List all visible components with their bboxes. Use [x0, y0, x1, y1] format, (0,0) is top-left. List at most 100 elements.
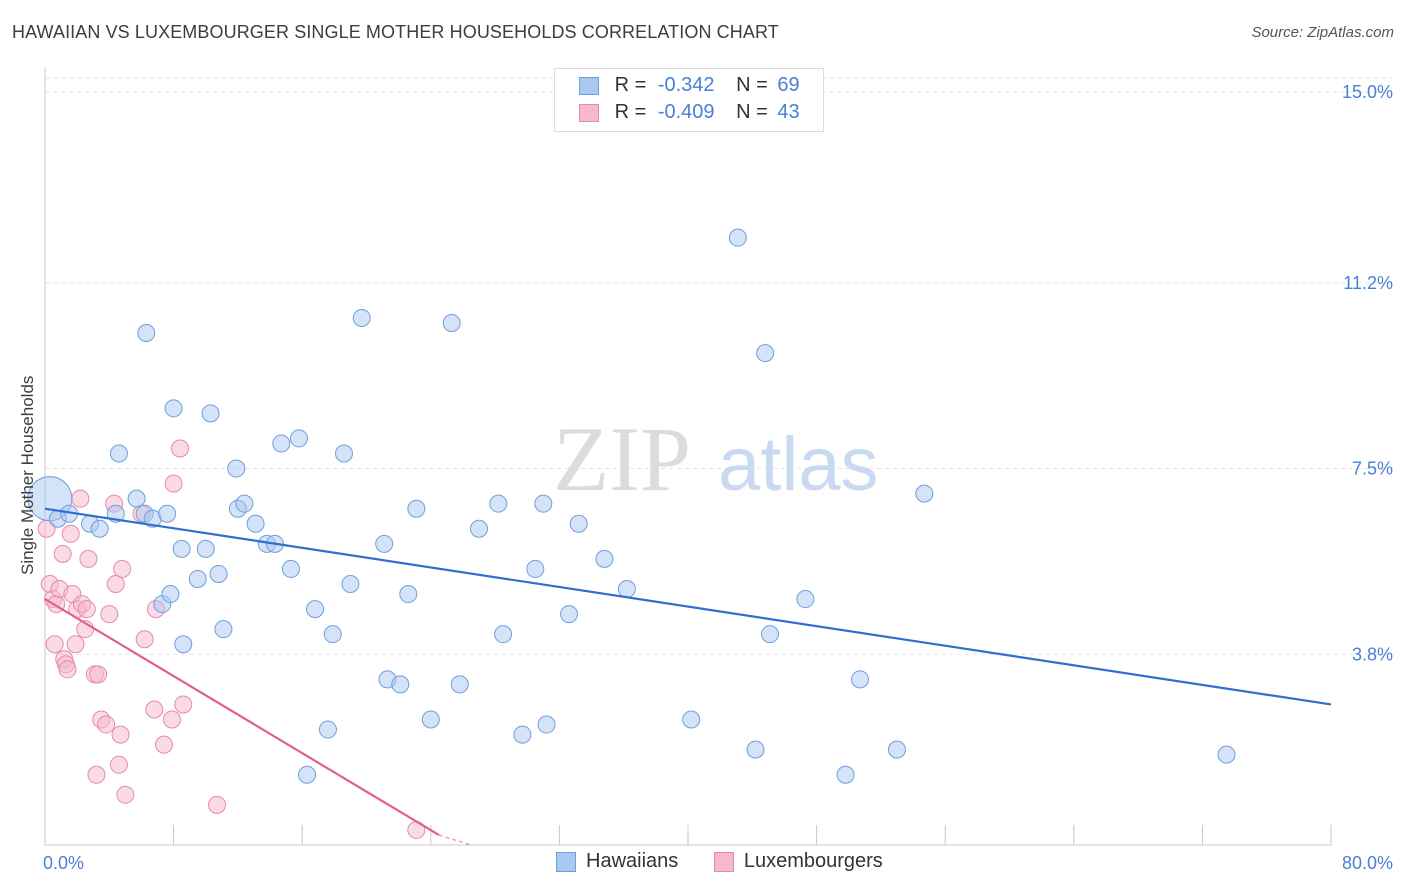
hawaiians-point: [306, 600, 325, 619]
trend-lines: [44, 507, 1332, 846]
hawaiians-point: [391, 675, 410, 694]
luxembourgers-point: [111, 725, 130, 744]
y-tick-label: 11.2%: [1343, 273, 1393, 293]
hawaiians-point: [375, 534, 394, 553]
watermark-zip: ZIP: [553, 408, 691, 510]
hawaiians-point: [235, 494, 254, 513]
legend-row-hawaiians: R = -0.342 N = 69: [579, 74, 800, 98]
series-label: Hawaiians: [586, 850, 679, 872]
hawaiians-point: [323, 625, 342, 644]
hawaiians-point: [760, 625, 779, 644]
hawaiians-point: [537, 715, 556, 734]
hawaiians-point: [1217, 745, 1236, 764]
x-tick-label: 80.0%: [1342, 853, 1393, 873]
watermark: ZIP atlas: [553, 408, 879, 510]
hawaiians-point: [334, 444, 353, 463]
hawaiians-point: [569, 514, 588, 533]
hawaiians-point: [442, 313, 461, 332]
luxembourgers-point: [164, 474, 183, 493]
legend-row-luxembourgers: R = -0.409 N = 43: [579, 101, 800, 125]
y-tick-label: 15.0%: [1342, 82, 1393, 102]
hawaiians-point: [526, 559, 545, 578]
series-legend: Hawaiians Luxembourgers: [556, 850, 913, 873]
hawaiians-point: [158, 504, 177, 523]
hawaiians-point: [796, 590, 815, 609]
legend-n-value: 43: [777, 101, 800, 123]
legend-n-label: N =: [736, 74, 768, 96]
series-legend-hawaiians[interactable]: Hawaiians: [556, 850, 678, 873]
hawaiians-point: [289, 429, 308, 448]
hawaiians-point: [450, 675, 469, 694]
hawaiians-point: [161, 585, 180, 604]
luxembourgers-point: [116, 785, 135, 804]
luxembourgers-point: [145, 700, 164, 719]
hawaiians-point: [746, 740, 765, 759]
legend-r-label: R =: [614, 101, 647, 123]
hawaiians-point: [227, 459, 246, 478]
chart-title: HAWAIIAN VS LUXEMBOURGER SINGLE MOTHER H…: [12, 22, 779, 42]
series-swatch-hawaiians: [556, 851, 576, 872]
tick-labels: 3.8% 7.5% 11.2% 15.0% 0.0% 80.0%: [43, 82, 1393, 873]
luxembourgers-point: [71, 489, 90, 508]
watermark-atlas: atlas: [718, 422, 879, 507]
hawaiians-point: [201, 404, 220, 423]
hawaiians-point: [272, 434, 291, 453]
hawaiians-point: [421, 710, 440, 729]
hawaiians-point: [90, 519, 109, 538]
hawaiians-point: [887, 740, 906, 759]
luxembourgers-point: [171, 439, 190, 458]
axes: [44, 67, 1332, 846]
hawaiians-point: [494, 625, 513, 644]
hawaiians-point: [352, 308, 371, 327]
hawaiians-point: [214, 620, 233, 639]
luxembourgers-trend-extension: [438, 834, 472, 846]
hawaiians-point: [196, 539, 215, 558]
hawaiians-point: [682, 710, 701, 729]
series-legend-luxembourgers[interactable]: Luxembourgers: [713, 850, 883, 873]
luxembourgers-point: [89, 665, 108, 684]
hawaiians-point: [915, 484, 934, 503]
legend-r-value: -0.342: [657, 74, 715, 96]
legend-swatch-luxembourgers: [579, 103, 599, 122]
hawaiians-point: [470, 519, 489, 538]
legend-r-value: -0.409: [657, 101, 715, 123]
hawaiians-point: [172, 539, 191, 558]
source-label: Source: ZipAtlas.com: [1251, 24, 1394, 41]
y-tick-label: 7.5%: [1352, 459, 1393, 479]
luxembourgers-point: [135, 630, 154, 649]
luxembourgers-point: [79, 549, 98, 568]
grid-lines: [45, 77, 1392, 655]
luxembourgers-points: [37, 439, 426, 839]
legend-n-value: 69: [777, 74, 800, 96]
hawaiians-point: [595, 549, 614, 568]
hawaiians-point: [399, 585, 418, 604]
y-tick-label: 3.8%: [1352, 644, 1393, 664]
hawaiians-point: [127, 489, 146, 508]
luxembourgers-point: [100, 605, 119, 624]
luxembourgers-point: [77, 600, 96, 619]
hawaiians-point: [341, 574, 360, 593]
legend-n-label: N =: [736, 101, 768, 123]
luxembourgers-point: [208, 795, 227, 814]
hawaiians-trend-line: [44, 507, 1332, 706]
hawaiians-point: [209, 564, 228, 583]
luxembourgers-point: [97, 715, 116, 734]
x-tick-label: 0.0%: [43, 853, 84, 873]
legend-r-label: R =: [614, 74, 647, 96]
hawaiians-point: [318, 720, 337, 739]
luxembourgers-point: [174, 695, 193, 714]
series-swatch-luxembourgers: [713, 851, 734, 872]
hawaiians-point: [836, 765, 855, 784]
hawaiians-point: [174, 635, 193, 654]
hawaiians-point: [109, 444, 128, 463]
hawaiians-point: [560, 605, 579, 624]
luxembourgers-point: [87, 765, 106, 784]
luxembourgers-point: [109, 755, 128, 774]
luxembourgers-point: [66, 635, 85, 654]
hawaiians-point: [617, 580, 636, 599]
luxembourgers-point: [154, 735, 173, 754]
hawaiians-point: [164, 399, 183, 418]
hawaiians-point: [513, 725, 532, 744]
y-axis-title: Single Mother Households: [18, 375, 37, 575]
luxembourgers-trend-line: [44, 598, 440, 836]
